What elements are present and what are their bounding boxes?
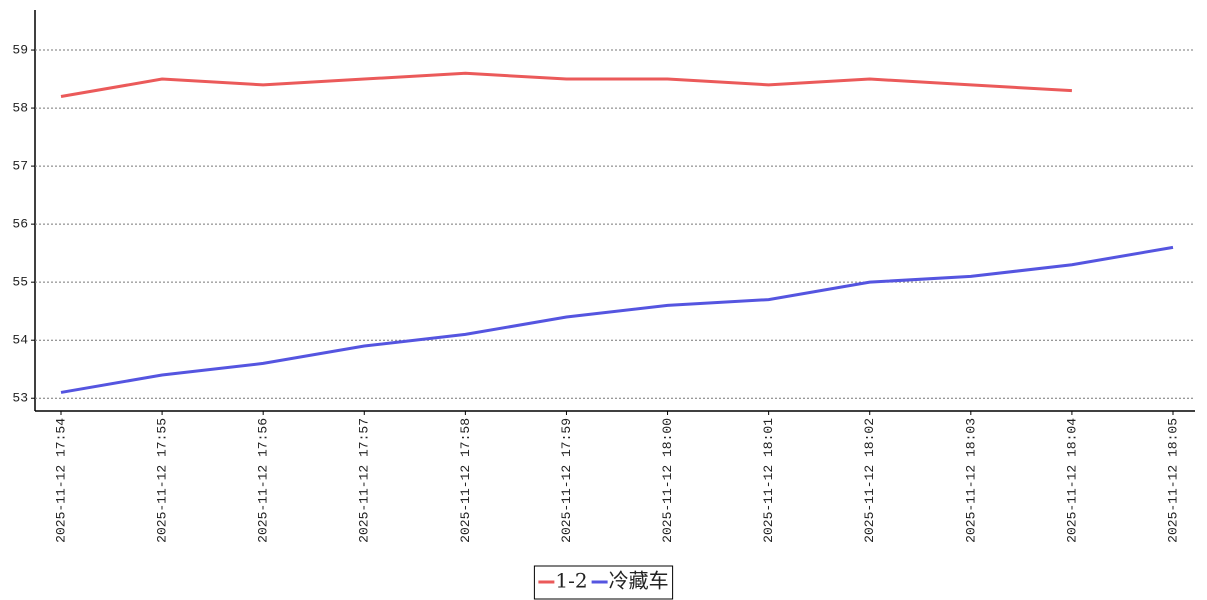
x-tick-label: 2025-11-12 17:54 bbox=[53, 418, 68, 543]
y-tick-label: 53 bbox=[12, 391, 28, 406]
legend-label: 冷藏车 bbox=[609, 569, 669, 593]
x-tick-label: 2025-11-12 18:05 bbox=[1165, 418, 1180, 543]
x-tick-label: 2025-11-12 17:55 bbox=[155, 418, 170, 543]
x-tick-label: 2025-11-12 17:59 bbox=[559, 418, 574, 543]
x-tick-label: 2025-11-12 18:00 bbox=[660, 418, 675, 543]
y-tick-label: 57 bbox=[12, 159, 28, 174]
x-tick-label: 2025-11-12 18:03 bbox=[963, 418, 978, 543]
y-tick-label: 54 bbox=[12, 333, 28, 348]
legend: 1-2 冷藏车 bbox=[533, 565, 674, 600]
x-tick-label: 2025-11-12 17:58 bbox=[458, 418, 473, 543]
x-tick-label: 2025-11-12 18:01 bbox=[761, 418, 776, 543]
y-tick-label: 59 bbox=[12, 42, 28, 57]
legend-label: 1-2 bbox=[555, 569, 587, 593]
y-tick-label: 58 bbox=[12, 101, 28, 116]
x-tick-label: 2025-11-12 18:02 bbox=[862, 418, 877, 543]
x-tick-label: 2025-11-12 17:57 bbox=[357, 418, 372, 543]
y-tick-label: 56 bbox=[12, 217, 28, 232]
x-tick-label: 2025-11-12 18:04 bbox=[1064, 418, 1079, 543]
series-line bbox=[60, 245, 1174, 394]
y-tick-label: 55 bbox=[12, 275, 28, 290]
x-tick-label: 2025-11-12 17:56 bbox=[256, 418, 271, 543]
series-line bbox=[60, 71, 1072, 98]
